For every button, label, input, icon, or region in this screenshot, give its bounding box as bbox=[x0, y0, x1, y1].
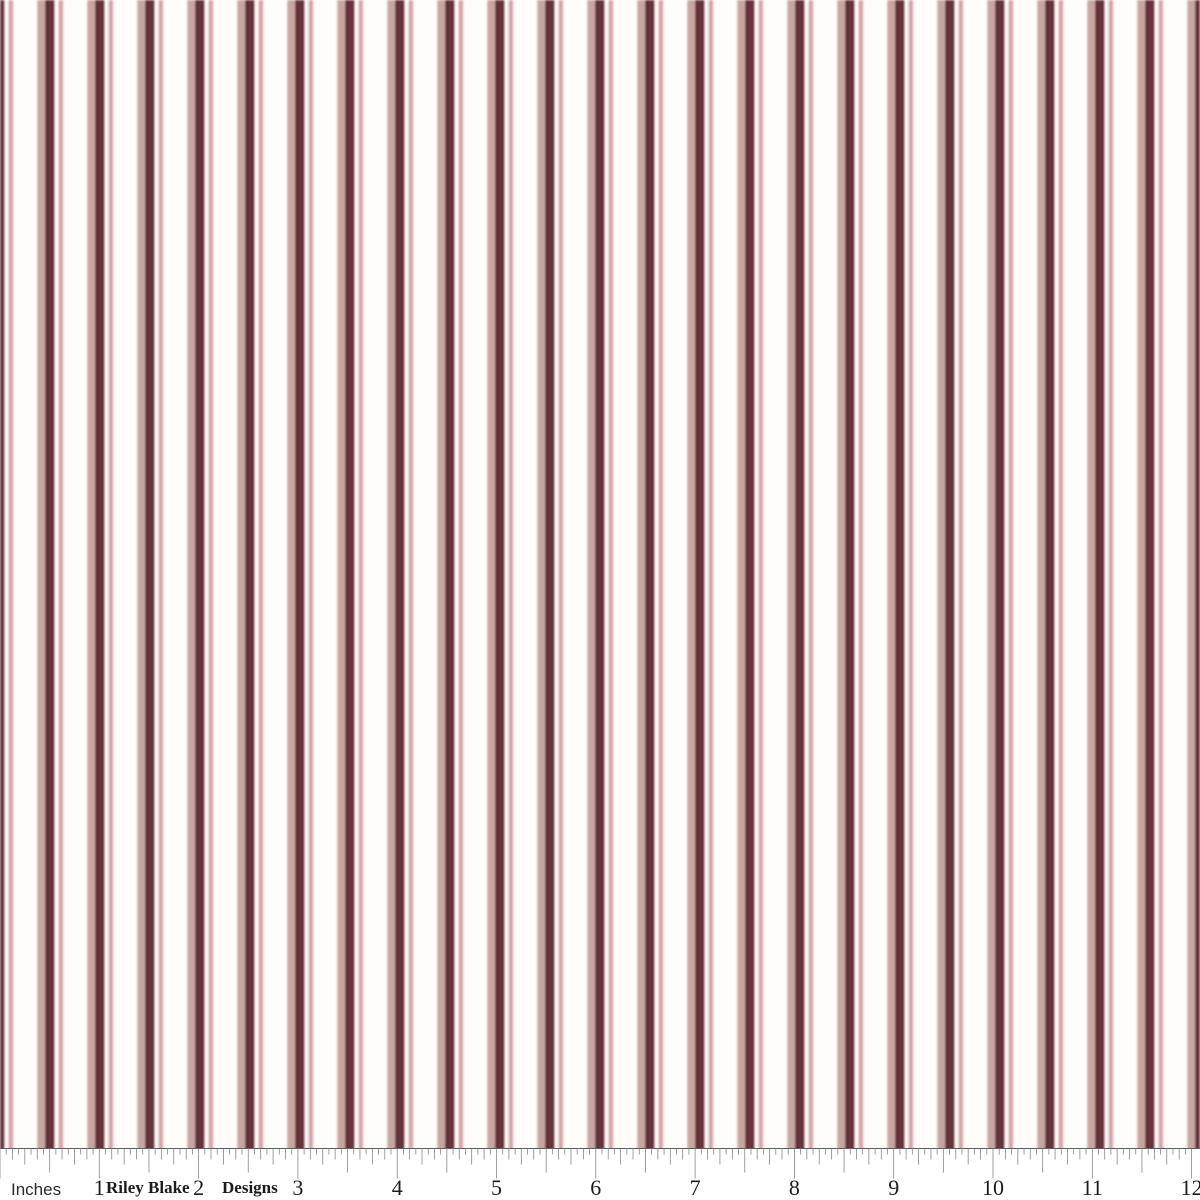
svg-text:11: 11 bbox=[1082, 1175, 1103, 1200]
svg-text:8: 8 bbox=[789, 1175, 800, 1200]
svg-text:6: 6 bbox=[590, 1175, 601, 1200]
svg-text:Designs: Designs bbox=[222, 1178, 278, 1197]
svg-text:9: 9 bbox=[888, 1175, 899, 1200]
svg-text:2: 2 bbox=[193, 1175, 204, 1200]
svg-text:1: 1 bbox=[94, 1175, 105, 1200]
svg-text:4: 4 bbox=[392, 1175, 403, 1200]
svg-text:7: 7 bbox=[690, 1175, 701, 1200]
svg-text:12: 12 bbox=[1181, 1175, 1200, 1200]
svg-text:3: 3 bbox=[292, 1175, 303, 1200]
svg-text:10: 10 bbox=[982, 1175, 1004, 1200]
svg-text:Riley Blake: Riley Blake bbox=[106, 1178, 190, 1197]
svg-text:5: 5 bbox=[491, 1175, 502, 1200]
svg-text:Inches: Inches bbox=[11, 1180, 61, 1199]
